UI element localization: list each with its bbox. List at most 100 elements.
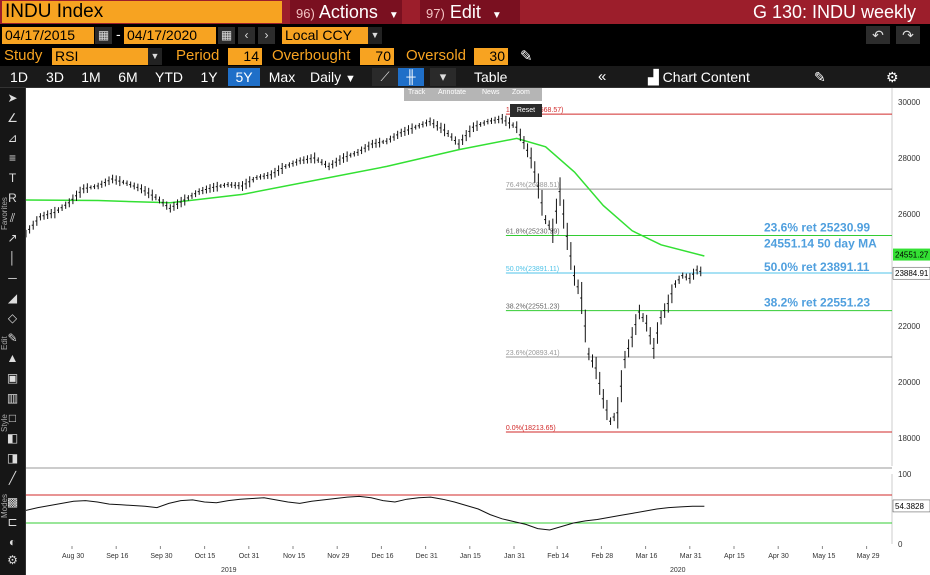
year-label: 2019 (221, 567, 237, 574)
period-field[interactable]: 14 (228, 48, 262, 65)
price-tick-label: 28000 (898, 154, 921, 163)
chart-content-label: Chart Content (662, 69, 750, 85)
rectangle-icon[interactable]: □ (8, 411, 17, 425)
x-tick-label: Nov 29 (327, 553, 349, 560)
ticker-field[interactable]: INDU Index (2, 1, 282, 23)
period-6m[interactable]: 6M (118, 69, 138, 85)
edit-chart-icon[interactable]: ✎ (814, 69, 826, 85)
mini-toolbar: Track Annotate News Zoom (404, 88, 542, 101)
edit-num: 97) (426, 6, 445, 21)
overbought-field[interactable]: 70 (360, 48, 394, 65)
actions-menu[interactable]: 96) Actions ▼ (290, 0, 402, 24)
oversold-field[interactable]: 30 (474, 48, 508, 65)
x-tick-label: Mar 16 (636, 553, 658, 560)
period-ytd[interactable]: YTD (155, 69, 183, 85)
period-1y[interactable]: 1Y (200, 69, 218, 85)
pencil-icon[interactable]: ✎ (7, 331, 18, 345)
paint-icon[interactable]: ▲ (6, 351, 19, 365)
rsi-tick-label: 0 (898, 540, 903, 549)
text-icon[interactable]: T (8, 171, 17, 185)
study-select[interactable]: RSI ▼ (52, 48, 162, 65)
period-1m[interactable]: 1M (81, 69, 101, 85)
track-button[interactable]: Track (408, 89, 426, 96)
ray-icon[interactable]: ↗ (7, 231, 18, 245)
edit-label: Edit (449, 2, 481, 22)
x-tick-label: Feb 14 (547, 553, 569, 560)
favorites-label: Favorites (0, 197, 9, 230)
pencil-icon[interactable]: ✎ (520, 48, 533, 65)
currency-select[interactable]: Local CCY ▼ (282, 27, 382, 44)
ma-50-line (26, 137, 705, 257)
gear-icon[interactable]: ⚙ (886, 69, 899, 85)
regression-icon[interactable]: R (8, 191, 17, 205)
trend-icon[interactable]: ⊿ (7, 131, 18, 145)
table-button[interactable]: Table (474, 69, 508, 85)
chart-annotation: 50.0% ret 23891.11 (764, 260, 870, 274)
period-max[interactable]: Max (268, 69, 296, 85)
chevron-left-icon[interactable]: ‹ (238, 27, 255, 44)
rsi-last-tag: 54.3828 (895, 502, 924, 511)
chart-area[interactable]: 30000280002600024000220002000018000100.0… (26, 88, 930, 575)
chart-content-button[interactable]: ▟ Chart Content (648, 68, 750, 86)
chevron-down-icon[interactable]: ▾ (430, 68, 456, 86)
circle-icon[interactable]: ◐ (8, 535, 17, 549)
crop-icon[interactable]: ⊏ (7, 515, 18, 529)
lock-icon[interactable]: ▣ (6, 371, 19, 385)
vertical-line-icon[interactable]: │ (8, 251, 17, 265)
fib-level-label: 76.4%(26888.51) (506, 182, 560, 189)
calendar-icon[interactable]: ▦ (95, 27, 112, 44)
eraser-icon[interactable]: ◇ (7, 311, 18, 325)
x-tick-label: Oct 15 (195, 553, 216, 560)
fib-icon[interactable]: ≡ (8, 151, 16, 165)
edit-side-label: Edit (0, 336, 9, 350)
style-label: Style (0, 414, 9, 432)
news-button[interactable]: News (482, 89, 500, 96)
calendar-icon[interactable]: ▦ (218, 27, 235, 44)
price-chart[interactable]: 30000280002600024000220002000018000100.0… (26, 88, 930, 575)
x-tick-label: Dec 31 (416, 553, 438, 560)
redo-icon[interactable]: ↷ (896, 26, 920, 44)
zoom-button[interactable]: Zoom (512, 89, 530, 96)
settings-icon[interactable]: ⚙ (7, 553, 18, 567)
horizontal-line-icon[interactable]: ─ (8, 271, 17, 285)
chevron-down-icon: ▼ (388, 10, 399, 21)
line-chart-icon[interactable]: ⟋ (372, 68, 398, 86)
reset-button[interactable]: Reset (510, 104, 542, 117)
mode-icon[interactable]: ▩ (6, 495, 19, 509)
frequency-select[interactable]: Daily ▼ (310, 68, 356, 86)
x-tick-label: May 15 (812, 553, 835, 560)
edit-menu[interactable]: 97) Edit ▼ (420, 0, 520, 24)
period-1d[interactable]: 1D (10, 69, 28, 85)
period-5y[interactable]: 5Y (228, 68, 260, 86)
chevron-down-icon: ▼ (491, 10, 502, 21)
period-3d[interactable]: 3D (46, 69, 64, 85)
chevron-right-icon[interactable]: › (258, 27, 275, 44)
study-bar: Study RSI ▼ Period 14 Overbought 70 Over… (0, 46, 930, 66)
shape-icon[interactable]: ◢ (7, 291, 18, 305)
x-tick-label: Sep 16 (106, 553, 128, 560)
x-tick-label: Jan 15 (460, 553, 481, 560)
trash-icon[interactable]: ▥ (6, 391, 19, 405)
x-tick-label: Nov 15 (283, 553, 305, 560)
chart-annotation: 24551.14 50 day MA (764, 237, 877, 251)
line-draw-icon[interactable]: ∠ (7, 111, 18, 125)
x-tick-label: Apr 15 (724, 553, 745, 560)
fib-level-label: 38.2%(22551.23) (506, 304, 560, 311)
ma-tag: 24551.27 (895, 251, 929, 260)
end-date-field[interactable]: 04/17/2020 (124, 27, 216, 44)
layer-icon[interactable]: ◧ (6, 431, 19, 445)
brush-icon[interactable]: ╱ (8, 471, 17, 485)
x-tick-label: Dec 16 (371, 553, 393, 560)
bar-chart-icon[interactable]: ╫ (398, 68, 424, 86)
fill-icon[interactable]: ◨ (6, 451, 19, 465)
start-date-field[interactable]: 04/17/2015 (2, 27, 94, 44)
annotate-button[interactable]: Annotate (438, 89, 467, 96)
cursor-icon[interactable]: ➤ (7, 91, 18, 105)
double-chevron-left-icon[interactable]: « (598, 68, 607, 85)
x-tick-label: Aug 30 (62, 553, 84, 560)
undo-icon[interactable]: ↶ (866, 26, 890, 44)
x-tick-label: Apr 30 (768, 553, 789, 560)
channel-icon[interactable]: ⫽ (9, 211, 16, 225)
price-tick-label: 18000 (898, 434, 921, 443)
actions-num: 96) (296, 6, 315, 21)
